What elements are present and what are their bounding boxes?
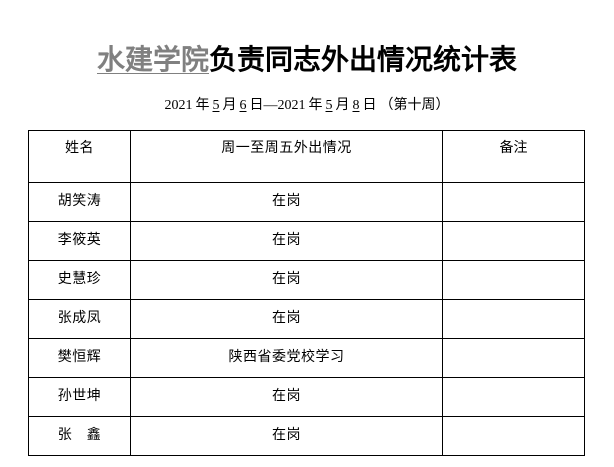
cell-name: 张 鑫 <box>28 416 131 456</box>
title-subject: 负责同志外出情况统计表 <box>209 45 518 76</box>
cell-status: 在岗 <box>130 182 443 222</box>
cell-status: 陕西省委党校学习 <box>130 338 443 378</box>
day-label-start: 日 <box>249 98 264 113</box>
page-title: 水建学院负责同志外出情况统计表 <box>0 44 614 78</box>
cell-status: 在岗 <box>130 260 443 300</box>
table-row: 樊恒辉 陕西省委党校学习 <box>28 338 585 378</box>
table-header-row: 姓名 周一至周五外出情况 备注 <box>28 130 585 183</box>
range-dash: — <box>263 98 278 113</box>
table-row: 李筱英 在岗 <box>28 221 585 261</box>
cell-status: 在岗 <box>130 221 443 261</box>
column-header-status: 周一至周五外出情况 <box>130 130 443 183</box>
cell-name: 张成凤 <box>28 299 131 339</box>
cell-note <box>442 221 585 261</box>
day-label-end: 日 <box>362 98 377 113</box>
table-row: 张 鑫 在岗 <box>28 416 585 456</box>
cell-name: 李筱英 <box>28 221 131 261</box>
cell-name: 孙世坤 <box>28 377 131 417</box>
end-month: 5 <box>325 98 333 113</box>
cell-note <box>442 416 585 456</box>
week-number: （第十周） <box>379 98 450 113</box>
table-row: 史慧珍 在岗 <box>28 260 585 300</box>
cell-note <box>442 182 585 222</box>
attendance-table: 姓名 周一至周五外出情况 备注 胡笑涛 在岗 李筱英 在岗 史慧珍 在岗 张成凤 <box>28 130 585 456</box>
year-label-end: 年 <box>308 98 323 113</box>
start-year: 2021 <box>164 98 193 113</box>
column-header-name: 姓名 <box>28 130 131 183</box>
table-row: 孙世坤 在岗 <box>28 377 585 417</box>
start-month: 5 <box>212 98 220 113</box>
cell-status: 在岗 <box>130 377 443 417</box>
table-row: 胡笑涛 在岗 <box>28 182 585 222</box>
year-label-start: 年 <box>195 98 210 113</box>
cell-name: 胡笑涛 <box>28 182 131 222</box>
cell-name: 史慧珍 <box>28 260 131 300</box>
column-header-note: 备注 <box>442 130 585 183</box>
month-label-start: 月 <box>222 98 237 113</box>
table-body: 姓名 周一至周五外出情况 备注 胡笑涛 在岗 李筱英 在岗 史慧珍 在岗 张成凤 <box>28 130 585 456</box>
end-day: 8 <box>352 98 360 113</box>
cell-status: 在岗 <box>130 416 443 456</box>
start-day: 6 <box>239 98 247 113</box>
end-year: 2021 <box>277 98 306 113</box>
cell-note <box>442 338 585 378</box>
title-organization: 水建学院 <box>96 45 209 76</box>
cell-name: 樊恒辉 <box>28 338 131 378</box>
table-row: 张成凤 在岗 <box>28 299 585 339</box>
cell-note <box>442 299 585 339</box>
month-label-end: 月 <box>335 98 350 113</box>
cell-note <box>442 260 585 300</box>
cell-note <box>442 377 585 417</box>
cell-status: 在岗 <box>130 299 443 339</box>
date-range-subtitle: 2021 年 5 月 6 日—2021 年 5 月 8 日（第十周） <box>0 96 614 116</box>
